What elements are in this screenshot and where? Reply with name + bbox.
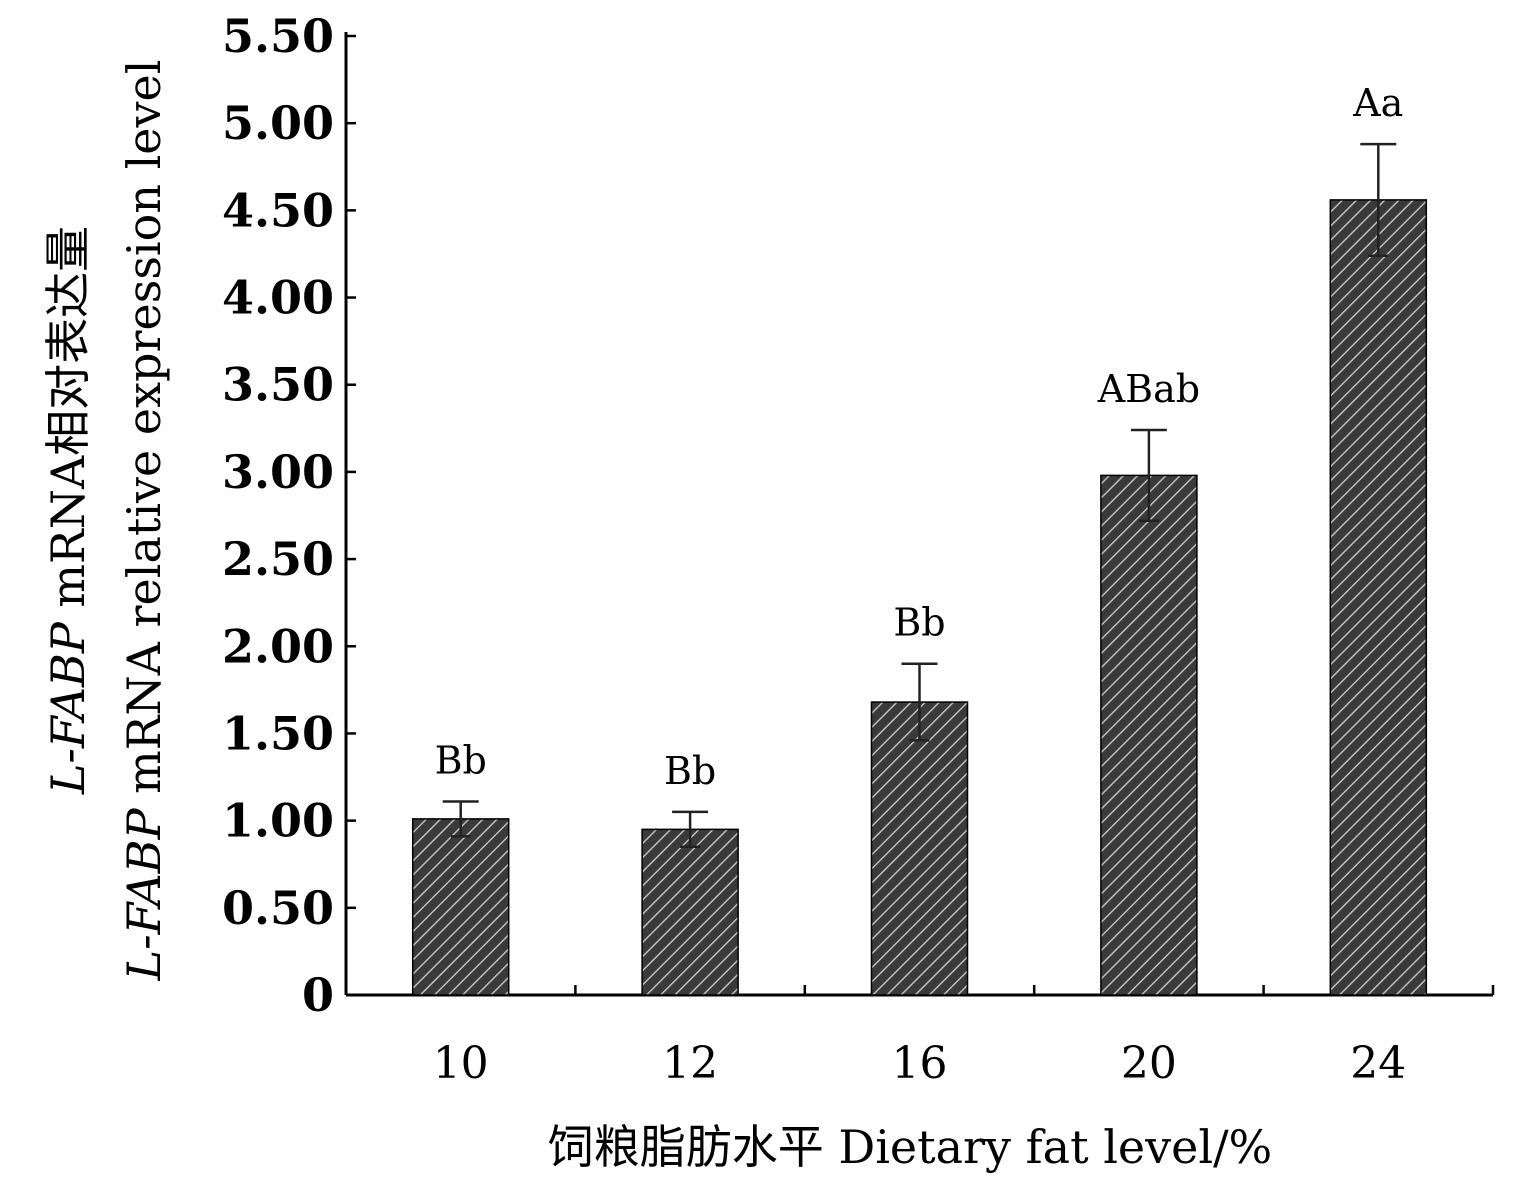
y-axis-title-cn-italic: L-FABP	[41, 621, 95, 795]
significance-label: Bb	[893, 601, 945, 645]
y-tick-label: 5.00	[222, 96, 334, 150]
error-bars-group	[442, 142, 1397, 849]
significance-label: Bb	[435, 738, 487, 782]
y-axis-title-en-italic: L-FABP	[117, 807, 171, 981]
x-tick-label: 16	[892, 1038, 948, 1089]
x-axis: 10 12 16 20 24	[344, 985, 1495, 1089]
significance-label: Aa	[1352, 81, 1403, 125]
y-axis: 0 0.50 1.00 1.50 2.00 2.50 3.00 3.50 4.00 4.50 5.0…	[222, 9, 356, 1022]
y-tick-label: 2.50	[222, 532, 334, 586]
y-axis-title-cn-rest: mRNA相对表达量	[41, 226, 95, 622]
bar	[411, 818, 510, 996]
y-tick-label: 4.00	[222, 271, 334, 325]
y-axis-title-cn: L-FABP mRNA相对表达量	[41, 226, 95, 795]
y-tick-label: 1.50	[222, 706, 334, 760]
x-axis-title: 饲粮脂肪水平 Dietary fat level/%	[548, 1120, 1273, 1174]
y-tick-label: 3.50	[222, 358, 334, 412]
bar	[1100, 474, 1198, 996]
x-tick-label: 10	[433, 1038, 489, 1089]
bars-group	[411, 199, 1428, 996]
y-axis-title-en: L-FABP mRNA relative expression level	[117, 60, 171, 982]
y-tick-label: 0	[302, 968, 334, 1022]
significance-labels-group: Bb Bb Bb ABab Aa	[435, 81, 1404, 793]
y-tick-label: 3.00	[222, 445, 334, 499]
y-tick-label: 1.00	[222, 794, 334, 848]
y-axis-title-en-rest: mRNA relative expression level	[117, 60, 171, 809]
significance-label: Bb	[664, 749, 716, 793]
y-tick-label: 2.00	[222, 619, 334, 673]
x-tick-label: 12	[662, 1038, 718, 1089]
x-tick-label: 20	[1121, 1038, 1177, 1089]
bar	[641, 828, 739, 996]
y-tick-label: 5.50	[222, 9, 334, 63]
bar	[1329, 199, 1428, 996]
y-tick-label: 0.50	[222, 881, 334, 935]
bar	[870, 701, 969, 996]
significance-label: ABab	[1097, 367, 1200, 411]
y-tick-label: 4.50	[222, 183, 334, 237]
x-tick-label: 24	[1350, 1038, 1406, 1089]
